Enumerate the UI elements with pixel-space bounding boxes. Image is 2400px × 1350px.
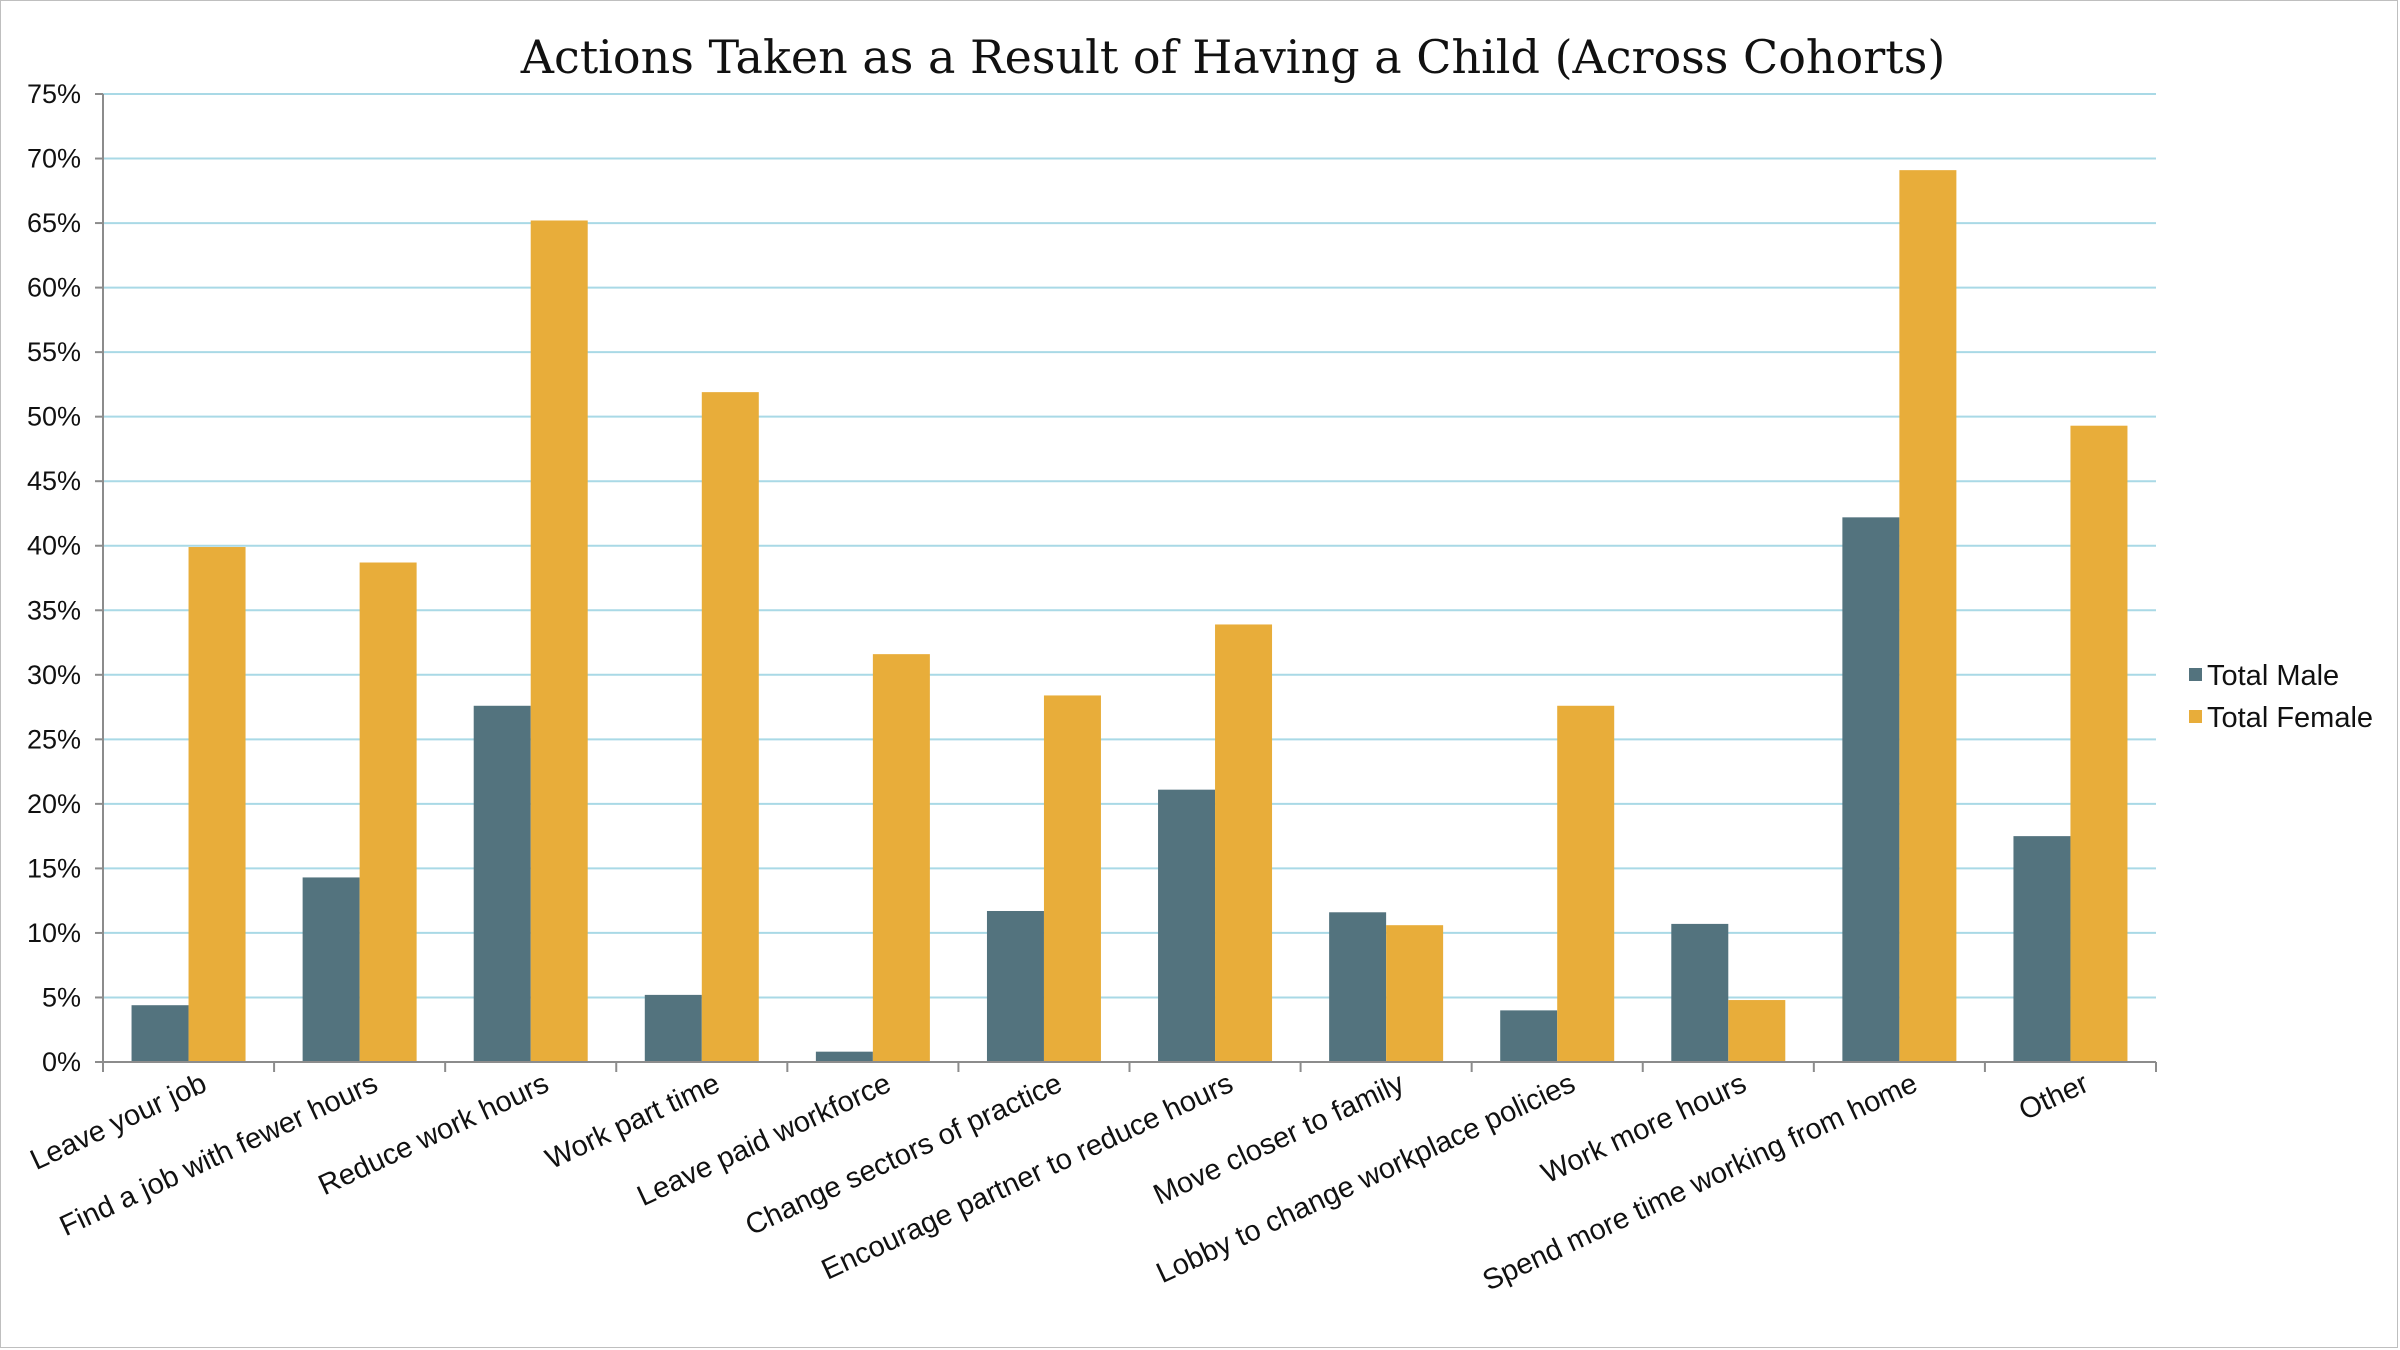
legend-label: Total Female	[2207, 702, 2373, 734]
y-tick-label: 40%	[27, 531, 81, 561]
gridlines	[103, 93, 2156, 999]
axes	[102, 94, 2157, 1072]
bar-female	[1557, 705, 1615, 1062]
bar-male	[1329, 912, 1387, 1062]
y-tick-label: 25%	[27, 724, 81, 754]
bar-male	[815, 1051, 873, 1062]
y-tick-label: 5%	[42, 982, 81, 1012]
legend: Total Male Total Female	[2189, 660, 2373, 734]
bar-male	[644, 994, 702, 1062]
y-tick-label: 70%	[27, 144, 81, 174]
bar-male	[1842, 517, 1900, 1062]
y-axis-ticks: 0% 5% 10% 15% 20% 25% 30% 35% 40% 45% 50% 55% 60% 65%…	[27, 79, 103, 1077]
bar-female	[188, 547, 246, 1062]
bar-female	[1043, 695, 1101, 1062]
bar-male	[2013, 836, 2071, 1062]
legend-swatch	[2189, 710, 2202, 723]
bar-male	[302, 877, 360, 1062]
bar-male	[986, 910, 1044, 1062]
legend-label: Total Male	[2207, 660, 2339, 692]
x-category-label: Find a job with fewer hours	[55, 1067, 383, 1242]
y-tick-label: 30%	[27, 660, 81, 690]
bar-female	[1728, 1000, 1786, 1062]
y-tick-label: 15%	[27, 853, 81, 883]
bar-male	[131, 1005, 189, 1062]
bar-female	[872, 654, 930, 1062]
bar-female	[2070, 425, 2128, 1063]
chart-title: Actions Taken as a Result of Having a Ch…	[520, 30, 1946, 84]
y-tick-label: 75%	[27, 79, 81, 109]
bar-male	[1671, 923, 1729, 1062]
y-tick-label: 35%	[27, 595, 81, 625]
bars	[131, 170, 2128, 1063]
bar-male	[473, 705, 531, 1062]
bar-female	[1386, 925, 1444, 1062]
y-tick-label: 60%	[27, 273, 81, 303]
bar-male	[1500, 1010, 1558, 1062]
bar-male	[1158, 789, 1216, 1062]
y-tick-label: 50%	[27, 402, 81, 432]
bar-female	[1215, 624, 1273, 1062]
bar-female	[530, 220, 588, 1062]
y-tick-label: 55%	[27, 337, 81, 367]
bar-female	[1899, 170, 1957, 1062]
y-tick-label: 45%	[27, 466, 81, 496]
x-category-label: Other	[2014, 1067, 2094, 1127]
y-tick-label: 0%	[42, 1047, 81, 1077]
bar-female	[701, 392, 759, 1062]
y-tick-label: 20%	[27, 789, 81, 819]
legend-swatch	[2189, 668, 2202, 681]
y-tick-label: 65%	[27, 208, 81, 238]
y-tick-label: 10%	[27, 918, 81, 948]
bar-female	[359, 562, 417, 1062]
